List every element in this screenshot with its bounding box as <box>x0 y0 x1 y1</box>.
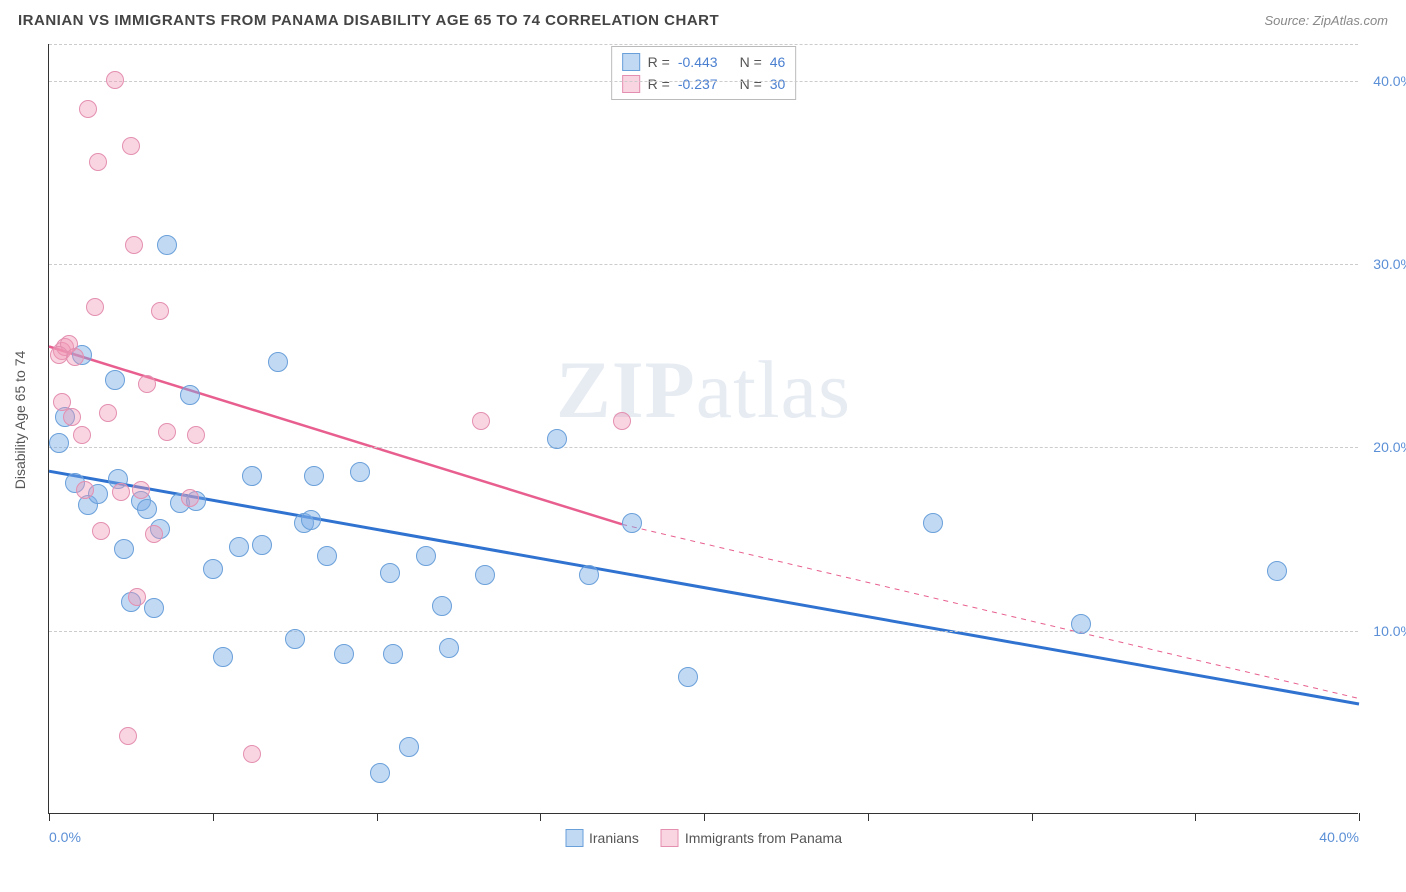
regression-lines <box>49 44 1358 813</box>
x-tick-label: 0.0% <box>49 829 81 845</box>
legend-item-iranians: Iranians <box>565 829 639 847</box>
x-tick <box>1195 813 1196 821</box>
regression-line <box>622 524 1359 698</box>
gridline <box>49 81 1358 82</box>
data-point-panama <box>132 481 150 499</box>
data-point-iranians <box>547 429 567 449</box>
x-tick <box>1032 813 1033 821</box>
chart-header: IRANIAN VS IMMIGRANTS FROM PANAMA DISABI… <box>0 0 1406 40</box>
gridline <box>49 631 1358 632</box>
data-point-iranians <box>439 638 459 658</box>
data-point-iranians <box>301 510 321 530</box>
data-point-panama <box>243 745 261 763</box>
data-point-panama <box>79 100 97 118</box>
swatch-iranians <box>565 829 583 847</box>
data-point-iranians <box>334 644 354 664</box>
data-point-iranians <box>285 629 305 649</box>
legend-item-panama: Immigrants from Panama <box>661 829 842 847</box>
y-tick-label: 40.0% <box>1373 73 1406 89</box>
data-point-panama <box>106 71 124 89</box>
y-axis-label: Disability Age 65 to 74 <box>12 351 28 490</box>
data-point-iranians <box>157 235 177 255</box>
x-tick <box>704 813 705 821</box>
data-point-panama <box>187 426 205 444</box>
data-point-panama <box>119 727 137 745</box>
x-tick-label: 40.0% <box>1319 829 1359 845</box>
regression-line <box>49 471 1359 704</box>
page-title: IRANIAN VS IMMIGRANTS FROM PANAMA DISABI… <box>18 12 719 29</box>
gridline <box>49 447 1358 448</box>
data-point-panama <box>89 153 107 171</box>
data-point-iranians <box>137 499 157 519</box>
data-point-iranians <box>399 737 419 757</box>
data-point-iranians <box>1267 561 1287 581</box>
data-point-iranians <box>370 763 390 783</box>
x-tick <box>377 813 378 821</box>
data-point-iranians <box>229 537 249 557</box>
data-point-iranians <box>432 596 452 616</box>
data-point-panama <box>158 423 176 441</box>
data-point-iranians <box>213 647 233 667</box>
data-point-panama <box>128 588 146 606</box>
data-point-panama <box>76 481 94 499</box>
data-point-iranians <box>114 539 134 559</box>
series-legend: Iranians Immigrants from Panama <box>565 829 842 847</box>
data-point-iranians <box>180 385 200 405</box>
data-point-iranians <box>579 565 599 585</box>
data-point-iranians <box>416 546 436 566</box>
data-point-iranians <box>380 563 400 583</box>
data-point-panama <box>181 489 199 507</box>
data-point-iranians <box>1071 614 1091 634</box>
data-point-iranians <box>203 559 223 579</box>
swatch-panama <box>661 829 679 847</box>
data-point-panama <box>50 346 68 364</box>
data-point-iranians <box>304 466 324 486</box>
data-point-panama <box>138 375 156 393</box>
x-tick <box>540 813 541 821</box>
correlation-scatter-chart: ZIPatlas R = -0.443 N = 46 R = -0.237 N … <box>48 44 1358 814</box>
data-point-panama <box>472 412 490 430</box>
x-tick <box>1359 813 1360 821</box>
x-tick <box>213 813 214 821</box>
data-point-iranians <box>49 433 69 453</box>
data-point-iranians <box>144 598 164 618</box>
data-point-iranians <box>350 462 370 482</box>
x-tick <box>49 813 50 821</box>
x-tick <box>868 813 869 821</box>
data-point-panama <box>151 302 169 320</box>
data-point-iranians <box>678 667 698 687</box>
data-point-panama <box>125 236 143 254</box>
y-tick-label: 30.0% <box>1373 256 1406 272</box>
data-point-iranians <box>105 370 125 390</box>
data-point-panama <box>63 408 81 426</box>
data-point-panama <box>122 137 140 155</box>
data-point-panama <box>86 298 104 316</box>
data-point-iranians <box>268 352 288 372</box>
y-tick-label: 20.0% <box>1373 439 1406 455</box>
data-point-iranians <box>923 513 943 533</box>
source-label: Source: ZipAtlas.com <box>1264 13 1388 28</box>
data-point-iranians <box>252 535 272 555</box>
y-tick-label: 10.0% <box>1373 623 1406 639</box>
data-point-panama <box>145 525 163 543</box>
data-point-panama <box>92 522 110 540</box>
data-point-iranians <box>242 466 262 486</box>
data-point-panama <box>112 483 130 501</box>
gridline <box>49 44 1358 45</box>
data-point-iranians <box>622 513 642 533</box>
data-point-panama <box>613 412 631 430</box>
gridline <box>49 264 1358 265</box>
data-point-iranians <box>383 644 403 664</box>
data-point-panama <box>66 348 84 366</box>
data-point-panama <box>73 426 91 444</box>
data-point-iranians <box>475 565 495 585</box>
data-point-panama <box>99 404 117 422</box>
data-point-iranians <box>317 546 337 566</box>
